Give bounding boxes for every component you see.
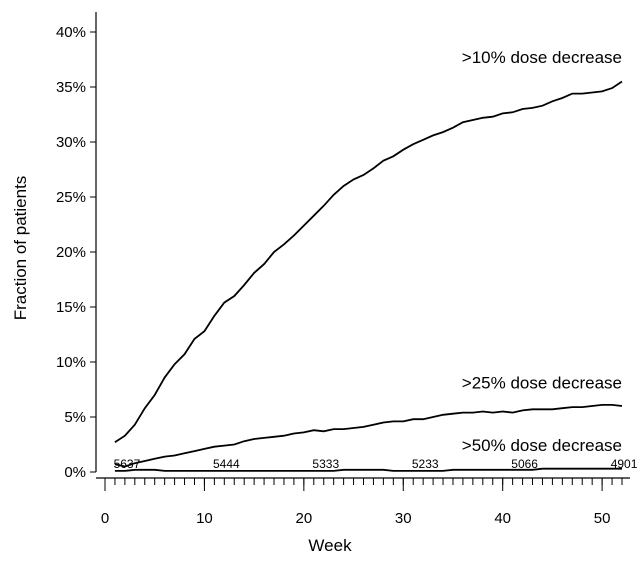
y-tick-label: 15%	[56, 299, 86, 316]
x-axis: 0 10 20 30 40 50	[96, 477, 630, 527]
series-line-1	[114, 80, 623, 444]
y-tick-label: 20%	[56, 244, 86, 261]
at-risk-count: 5066	[511, 457, 538, 471]
series-label: >10% dose decrease	[462, 48, 622, 67]
x-tick-label: 10	[196, 510, 213, 527]
y-axis: 0% 5% 10% 15% 20% 25% 30% 35% 40%	[56, 12, 97, 481]
x-tick-label: 50	[594, 510, 611, 527]
series-label: >25% dose decrease	[462, 373, 622, 392]
at-risk-count: 5333	[312, 457, 339, 471]
y-axis-title: Fraction of patients	[11, 176, 30, 321]
y-tick-label: 40%	[56, 24, 86, 41]
series-lines	[114, 80, 623, 472]
x-axis-title: Week	[308, 536, 352, 555]
series-label: >50% dose decrease	[462, 436, 622, 455]
x-tick-label: 40	[494, 510, 511, 527]
x-tick-label: 0	[101, 510, 109, 527]
at-risk-count: 4901	[611, 457, 638, 471]
at-risk-count: 5444	[213, 457, 240, 471]
at-risk-count: 5637	[114, 457, 141, 471]
x-tick-label: 30	[395, 510, 412, 527]
y-tick-label: 35%	[56, 79, 86, 96]
series-line-2	[114, 403, 623, 468]
x-tick-label: 20	[296, 510, 313, 527]
series-line-3	[114, 467, 622, 472]
y-tick-label: 10%	[56, 354, 86, 371]
y-tick-label: 0%	[64, 464, 86, 481]
y-tick-label: 25%	[56, 189, 86, 206]
y-tick-label: 5%	[64, 409, 86, 426]
series-labels: >10% dose decrease >25% dose decrease >50%…	[462, 48, 622, 455]
y-tick-label: 30%	[56, 134, 86, 151]
patients-at-risk-row: 5637 5444 5333 5233 5066 4901	[114, 457, 638, 471]
at-risk-count: 5233	[412, 457, 439, 471]
